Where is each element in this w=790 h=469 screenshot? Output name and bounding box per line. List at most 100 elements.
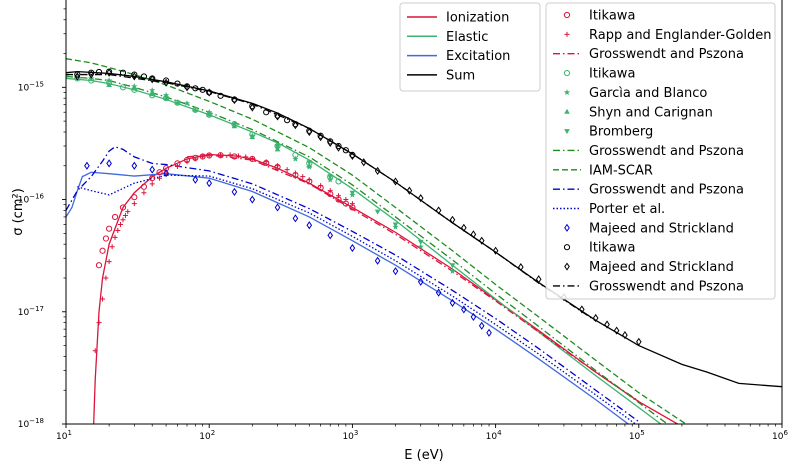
legend-swatch	[564, 31, 570, 37]
data-point	[392, 177, 399, 186]
y-tick-exponent: −15	[29, 80, 44, 88]
data-point	[604, 320, 610, 329]
data-point	[417, 239, 424, 245]
data-point	[96, 320, 102, 326]
data-point	[95, 262, 103, 269]
data-point	[342, 147, 349, 154]
data-point	[103, 275, 109, 281]
series-line	[186, 154, 640, 402]
data-point	[122, 213, 128, 219]
data-point	[231, 123, 238, 129]
data-point	[200, 154, 206, 160]
data-point	[131, 71, 138, 78]
y-tick-base: 10	[18, 420, 30, 430]
data-point	[131, 201, 137, 207]
data-point	[184, 83, 190, 92]
data-point	[119, 204, 127, 211]
y-tick-exponent: −18	[29, 417, 44, 425]
data-point	[327, 138, 334, 147]
data-point	[235, 153, 241, 159]
y-tick-label: 10−17	[18, 305, 44, 318]
x-tick-exponent: 5	[640, 429, 644, 437]
legend-swatch	[563, 69, 571, 77]
data-point	[119, 69, 127, 76]
marker-series	[92, 152, 355, 354]
legend-label: IAM-SCAR	[589, 163, 653, 178]
data-point	[115, 227, 121, 233]
data-point	[92, 348, 98, 354]
legend-label: Ionization	[446, 11, 509, 26]
legend-label: Grosswendt and Pszona	[589, 279, 744, 294]
data-point	[449, 215, 456, 224]
data-point	[292, 214, 299, 223]
data-point	[218, 152, 224, 158]
data-point	[149, 175, 156, 182]
marker-series	[74, 68, 642, 346]
data-point	[206, 111, 212, 117]
data-point	[535, 275, 542, 284]
data-point	[131, 194, 138, 201]
legend-label: Grosswendt and Pszona	[589, 47, 744, 62]
data-layer	[66, 58, 782, 424]
data-point	[109, 244, 115, 250]
data-point	[174, 99, 181, 105]
data-point	[192, 156, 198, 162]
legend-references: Itikawa Rapp and Englander-Golden Grosswen…	[545, 2, 776, 300]
y-tick-base: 10	[18, 308, 30, 318]
legend-label: Porter et al.	[589, 202, 665, 217]
data-point	[131, 161, 138, 170]
data-point	[317, 133, 324, 142]
data-point	[140, 183, 148, 190]
legend-label: Grosswendt and Pszona	[589, 144, 744, 159]
data-point	[106, 68, 112, 77]
data-point	[417, 243, 424, 250]
legend-label: Majeed and Strickland	[589, 221, 734, 236]
data-point	[274, 203, 281, 212]
data-point	[306, 127, 313, 137]
data-point	[275, 163, 281, 169]
data-point	[119, 84, 127, 91]
data-point	[449, 298, 456, 307]
data-point	[284, 117, 291, 124]
data-point	[318, 183, 324, 189]
data-point	[327, 174, 334, 180]
data-point	[274, 144, 281, 150]
data-point	[417, 194, 424, 203]
data-point	[174, 80, 181, 87]
data-point	[66, 73, 70, 80]
data-point	[131, 85, 138, 91]
y-tick-exponent: −17	[29, 305, 44, 313]
data-point	[183, 100, 191, 107]
data-point	[263, 109, 270, 116]
x-tick-label: 102	[199, 429, 215, 442]
data-point	[613, 326, 620, 335]
data-point	[74, 71, 81, 78]
data-point	[349, 190, 356, 196]
data-point	[249, 134, 256, 140]
data-point	[327, 138, 334, 145]
x-tick-base: 10	[342, 432, 354, 442]
data-point	[392, 222, 399, 228]
data-point	[106, 81, 112, 87]
legend-swatch	[564, 108, 570, 114]
legend-label: Itikawa	[589, 241, 635, 256]
data-point	[149, 181, 155, 187]
data-point	[117, 221, 123, 227]
series-line	[66, 171, 630, 424]
legend-label: Sum	[446, 68, 475, 83]
data-point	[470, 230, 477, 239]
plot-frame	[65, 0, 783, 425]
data-point	[300, 174, 306, 180]
x-tick-exponent: 1	[67, 429, 71, 437]
y-tick-base: 10	[18, 83, 30, 93]
x-tick-base: 10	[199, 432, 211, 442]
data-point	[84, 161, 90, 170]
legend-swatch	[564, 262, 570, 271]
data-point	[306, 162, 313, 168]
data-point	[105, 77, 113, 84]
x-tick-label: 104	[486, 429, 502, 442]
data-point	[162, 91, 170, 98]
legend-label: Garcìa and Blanco	[589, 86, 707, 101]
data-point	[99, 247, 106, 254]
data-point	[343, 197, 349, 203]
